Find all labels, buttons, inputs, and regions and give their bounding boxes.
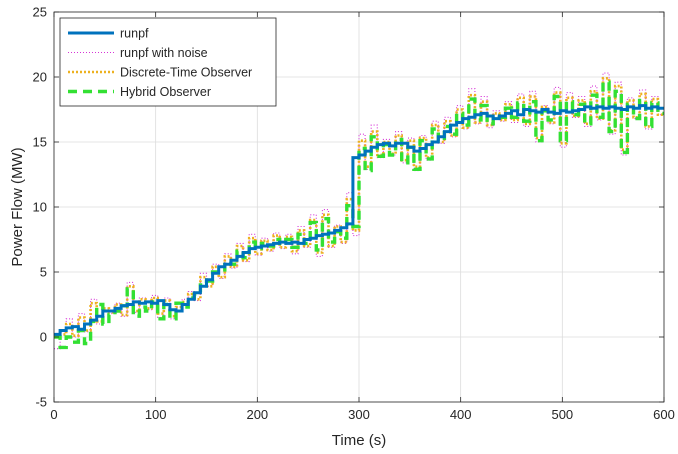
legend: runpf runpf with noise Discrete-Time Obser… (59, 17, 277, 107)
y-axis-label: Power Flow (MW) (9, 147, 26, 266)
series-line-runpf (54, 104, 664, 336)
y-tick-label: 0 (40, 330, 47, 345)
x-tick-label: 0 (50, 407, 57, 422)
series-line-hybrid-observer (54, 80, 664, 350)
y-tick-label: 15 (33, 135, 47, 150)
series-lines (54, 72, 664, 350)
x-axis-label: Time (s) (332, 432, 386, 449)
x-tick-label: 300 (348, 407, 370, 422)
x-tick-label: 600 (653, 407, 675, 422)
y-tick-label: 20 (33, 70, 47, 85)
y-tick-label: 25 (33, 5, 47, 20)
legend-label-discrete-time-observer: Discrete-Time Observer (120, 66, 252, 80)
x-tick-label: 500 (551, 407, 573, 422)
legend-label-runpf-noise: runpf with noise (120, 46, 208, 60)
legend-label-hybrid-observer: Hybrid Observer (120, 85, 211, 99)
x-tick-label: 400 (450, 407, 472, 422)
y-tick-label: 10 (33, 200, 47, 215)
x-tick-label: 200 (246, 407, 268, 422)
legend-label-runpf: runpf (120, 27, 149, 41)
y-tick-label: 5 (40, 265, 47, 280)
y-tick-label: -5 (35, 395, 47, 410)
x-tick-label: 100 (145, 407, 167, 422)
